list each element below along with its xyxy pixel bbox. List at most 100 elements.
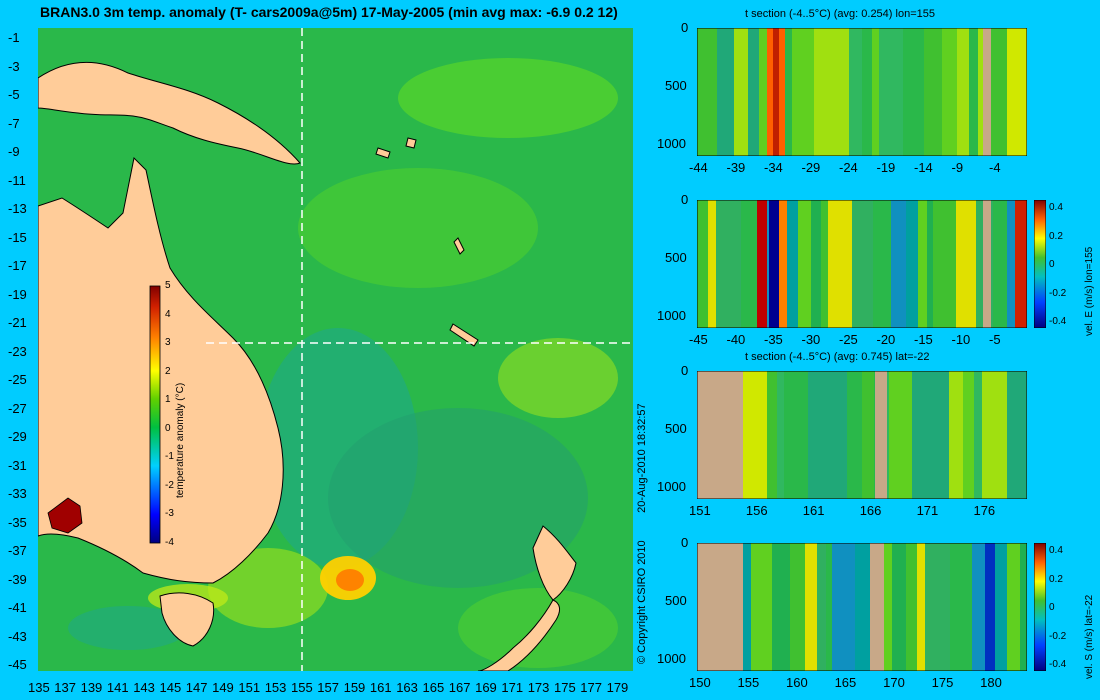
panel-title: t section (-4..5°C) (avg: 0.745) lat=-22: [745, 351, 930, 363]
panel-x-tick: 175: [931, 675, 954, 690]
panel-x-tick: 176: [973, 503, 996, 518]
panel-colorbar: [1034, 200, 1046, 328]
panel-colorbar-label: vel. S (m/s) lat=-22: [1084, 594, 1095, 679]
section-panel-plot[interactable]: [697, 28, 1027, 156]
panel-x-tick: -9: [951, 160, 964, 175]
anomaly-patches: [56, 58, 618, 668]
lat-tick-label: -29: [8, 429, 27, 444]
lat-tick-label: -15: [8, 229, 27, 245]
lon-tick-label: 157: [317, 680, 339, 695]
panel-colorbar-label: vel. E (m/s) lon=155: [1084, 246, 1095, 336]
map-colorbar: [149, 285, 161, 544]
timestamp: © Copyright CSIRO 2010 20-Aug-2010 18:32…: [636, 403, 648, 664]
panel-y-tick: 500: [665, 593, 687, 608]
panel-x-tick: -14: [914, 160, 933, 175]
lat-tick-label: -1: [8, 30, 20, 45]
panel-x-tick: 155: [737, 675, 760, 690]
lat-tick-label: -31: [8, 457, 27, 473]
section-panel-plot[interactable]: [697, 543, 1027, 671]
panel-y-tick: 500: [665, 78, 687, 93]
lon-tick-label: 149: [212, 680, 234, 695]
panel-colorbar-tick: -0.4: [1049, 316, 1067, 327]
panel-x-tick: 151: [689, 503, 711, 518]
map-plot[interactable]: [38, 28, 633, 671]
panel-x-tick: 165: [834, 675, 857, 690]
lon-tick-label: 141: [106, 680, 129, 695]
panel-x-tick: 160: [786, 675, 808, 690]
panel-colorbar-tick: -0.2: [1049, 630, 1067, 642]
panel-y-tick: 0: [681, 535, 689, 550]
timestamp-text: 20-Aug-2010 18:32:57: [636, 403, 648, 513]
lat-tick-label: -13: [8, 201, 27, 216]
lon-tick-label: 177: [580, 680, 602, 695]
panel-x-tick: 180: [980, 675, 1002, 690]
lon-tick-label: 167: [448, 680, 471, 695]
panel-x-tick: 170: [883, 675, 905, 690]
panel-x-tick: -4: [989, 160, 1001, 175]
lon-tick-label: 143: [133, 680, 155, 695]
lon-tick-label: 173: [527, 680, 550, 695]
panel-x-tick: 171: [916, 503, 939, 518]
land-masses: [38, 61, 577, 671]
lon-tick-label: 145: [159, 680, 182, 695]
lat-tick-label: -41: [8, 600, 27, 615]
panel-y-tick: 1000: [657, 136, 686, 151]
lon-tick-label: 137: [54, 680, 76, 695]
panel-x-tick: -29: [801, 160, 821, 175]
lon-tick-label: 175: [554, 680, 576, 695]
map-title: BRAN3.0 3m temp. anomaly (T- cars2009a@5…: [40, 4, 618, 20]
lat-tick-label: -3: [8, 58, 20, 74]
panel-x-tick: -19: [876, 160, 896, 175]
lon-tick-label: 151: [238, 680, 261, 695]
colorbar-tick-label: 1: [165, 394, 171, 405]
colorbar-tick-label: -2: [165, 479, 174, 491]
panel-x-tick: 156: [745, 503, 768, 518]
lat-tick-label: -35: [8, 514, 27, 530]
panel-y-tick: 0: [681, 20, 689, 35]
lat-tick-label: -11: [8, 172, 26, 188]
colorbar-tick-label: 4: [165, 308, 171, 320]
colorbar-tick-label: -3: [165, 508, 174, 519]
panel-x-tick: 166: [859, 503, 882, 518]
panel-x-tick: -34: [764, 160, 783, 175]
panel-x-tick: -45: [689, 332, 708, 347]
lat-tick-label: -7: [8, 115, 20, 131]
panel-x-tick: 150: [689, 675, 711, 690]
copyright-text: © Copyright CSIRO 2010: [636, 540, 648, 664]
panel-y-tick: 1000: [657, 651, 686, 666]
lat-tick-label: -17: [8, 258, 27, 273]
panel-x-tick: -20: [876, 332, 896, 347]
lon-tick-label: 169: [475, 680, 497, 695]
panel-title: t section (-4..5°C) (avg: 0.254) lon=155: [745, 8, 935, 20]
lon-tick-label: 159: [343, 680, 366, 695]
panel-x-tick: 161: [802, 503, 825, 518]
lon-tick-label: 147: [185, 680, 208, 695]
panel-y-tick: 500: [665, 250, 687, 265]
panel-x-tick: -24: [839, 160, 858, 175]
lat-tick-label: -27: [8, 400, 27, 416]
lat-tick-label: -39: [8, 571, 27, 587]
section-panel-plot[interactable]: [697, 200, 1027, 328]
panel-colorbar-tick: 0.2: [1049, 230, 1063, 242]
panel-y-tick: 0: [681, 363, 689, 378]
colorbar-tick-label: 3: [165, 337, 171, 348]
panel-colorbar: [1034, 543, 1046, 671]
section-panel-plot[interactable]: [697, 371, 1027, 499]
panel-colorbar-tick: 0.2: [1049, 573, 1063, 585]
map-colorbar-label: temperature anomaly (°C): [175, 382, 186, 498]
panel-y-tick: 1000: [657, 479, 686, 494]
warm-anomaly-region: [47, 497, 83, 534]
panel-x-tick: -10: [951, 332, 971, 347]
panel-colorbar-tick: -0.4: [1049, 659, 1067, 670]
panel-colorbar-tick: 0.4: [1049, 545, 1063, 556]
panel-colorbar-tick: 0.4: [1049, 202, 1063, 213]
lat-tick-label: -25: [8, 372, 27, 387]
colorbar-tick-label: 2: [165, 365, 171, 377]
panel-y-tick: 1000: [657, 308, 686, 323]
lat-tick-label: -23: [8, 343, 27, 359]
lon-tick-label: 171: [501, 680, 524, 695]
panel-colorbar-tick: 0: [1049, 602, 1055, 613]
panel-x-tick: -15: [914, 332, 933, 347]
lat-tick-label: -19: [8, 286, 27, 302]
lat-tick-label: -37: [8, 543, 27, 558]
